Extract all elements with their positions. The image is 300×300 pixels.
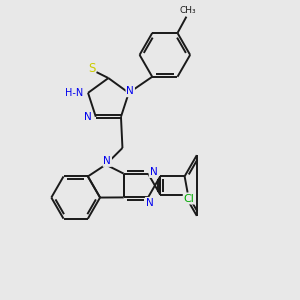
Text: S: S	[88, 62, 95, 75]
Text: N: N	[103, 156, 111, 166]
Text: N: N	[146, 198, 153, 208]
Text: N: N	[149, 167, 157, 177]
Text: CH₃: CH₃	[180, 6, 196, 15]
Text: Cl: Cl	[184, 194, 194, 204]
Text: N: N	[126, 86, 134, 96]
Text: N: N	[84, 112, 92, 122]
Text: H-N: H-N	[64, 88, 83, 98]
